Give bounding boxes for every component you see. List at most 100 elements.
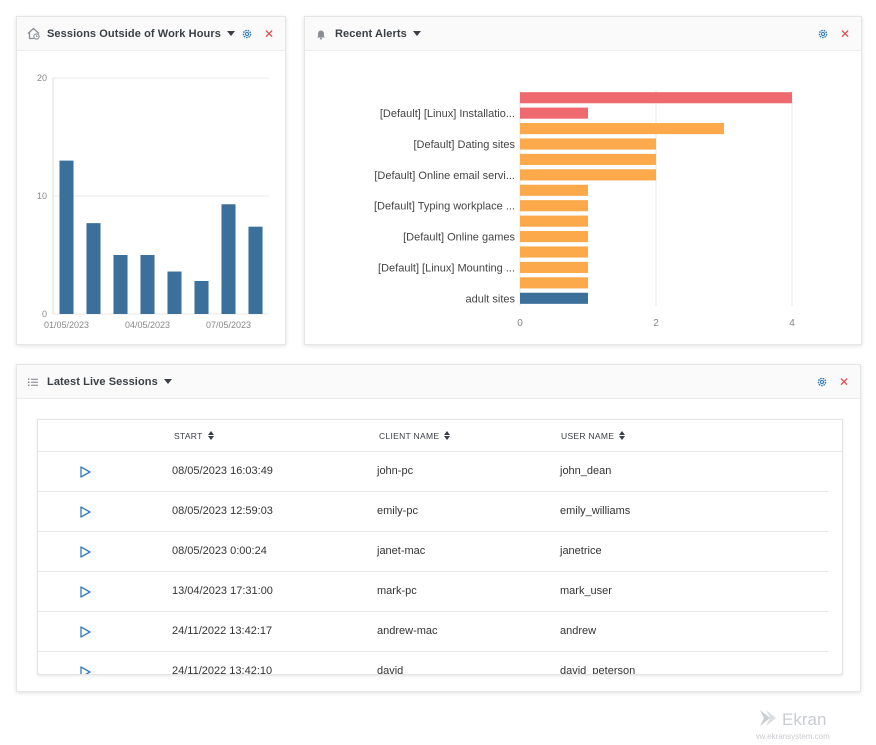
alerts-bar-chart: 0 2 4 [Default] [Linux] Installatio... [Defa… [374, 90, 795, 329]
sort-icon[interactable] [619, 431, 626, 440]
bar[interactable] [520, 169, 656, 181]
logo-site: www.ekransystem.com [756, 732, 830, 741]
sessions-bar-chart: 0 10 20 01/05/2023 04/05/2023 07/05/2023 [37, 73, 269, 330]
logo-text: Ekran [782, 710, 826, 729]
bar[interactable] [520, 277, 588, 289]
latest-live-sessions-panel: Latest Live Sessions ✕ START CLIENT NAME… [16, 364, 861, 692]
cell-user: andrew [560, 625, 597, 637]
cell-client: janet-mac [377, 545, 426, 557]
bar[interactable] [248, 226, 263, 314]
list-icon [25, 374, 41, 390]
x-tick-label: 2 [653, 318, 659, 329]
close-icon[interactable]: ✕ [838, 374, 850, 389]
cell-start: 13/04/2023 17:31:00 [172, 585, 273, 597]
cell-client: david [377, 665, 404, 675]
y-tick-label: adult sites [465, 293, 515, 305]
bar[interactable] [520, 184, 588, 196]
bar[interactable] [520, 138, 656, 150]
sort-icon[interactable] [207, 431, 214, 440]
cell-start: 24/11/2022 13:42:17 [172, 625, 273, 637]
bar[interactable] [140, 255, 155, 314]
bar[interactable] [194, 280, 209, 314]
live-sessions-table: START CLIENT NAME USER NAME 08/05/2023 1… [37, 419, 843, 675]
y-tick-label: [Default] Typing workplace ... [374, 201, 515, 213]
bar[interactable] [520, 215, 588, 227]
table-row[interactable]: 13/04/2023 17:31:00 mark-pc mark_user [38, 572, 828, 612]
sort-icon[interactable] [444, 431, 451, 440]
home-clock-icon [25, 26, 41, 42]
panel-header: Sessions Outside of Work Hours ✕ [17, 17, 285, 51]
play-icon[interactable] [78, 465, 92, 479]
table-row[interactable]: 08/05/2023 12:59:03 emily-pc emily_william… [38, 492, 828, 532]
close-icon[interactable]: ✕ [839, 26, 851, 41]
bar[interactable] [221, 204, 236, 314]
bar[interactable] [59, 160, 74, 314]
chevron-down-icon[interactable] [163, 379, 172, 384]
x-tick-label: 0 [517, 318, 523, 329]
cell-user: emily_williams [560, 505, 631, 517]
sessions-outside-work-hours-panel: Sessions Outside of Work Hours ✕ 0 10 20 01… [16, 16, 286, 345]
y-tick-label: [Default] [Linux] Mounting ... [378, 262, 515, 274]
play-icon[interactable] [78, 665, 92, 675]
bell-icon [313, 26, 329, 42]
bar[interactable] [520, 246, 588, 258]
gear-icon[interactable] [814, 374, 830, 390]
column-header-client-name[interactable]: CLIENT NAME [379, 430, 451, 441]
y-tick-label: 10 [37, 191, 47, 201]
panel-header: Latest Live Sessions ✕ [17, 365, 860, 399]
table-row[interactable]: 24/11/2022 13:42:10 david david_peterson [38, 652, 828, 675]
cell-user: david_peterson [560, 665, 636, 675]
play-icon[interactable] [78, 505, 92, 519]
bar[interactable] [520, 231, 588, 243]
panel-header: Recent Alerts ✕ [305, 17, 861, 51]
bar[interactable] [167, 271, 182, 314]
chevron-down-icon[interactable] [226, 31, 235, 36]
cell-client: emily-pc [377, 505, 418, 517]
play-icon[interactable] [78, 545, 92, 559]
x-tick-label: 01/05/2023 [44, 320, 89, 330]
bar[interactable] [520, 261, 588, 273]
bar[interactable] [520, 92, 792, 104]
column-header-label: USER NAME [561, 430, 615, 441]
column-header-label: START [174, 430, 203, 441]
ekran-logo: Ekran www.ekransystem.com [747, 706, 856, 742]
panel-title[interactable]: Recent Alerts [335, 27, 407, 40]
cell-client: john-pc [377, 465, 414, 477]
panel-title[interactable]: Sessions Outside of Work Hours [47, 27, 221, 40]
column-header-start[interactable]: START [174, 431, 214, 441]
x-tick-label: 4 [789, 318, 795, 329]
cell-client: andrew-mac [377, 625, 438, 637]
bar[interactable] [520, 107, 588, 119]
bar[interactable] [113, 255, 128, 314]
bar[interactable] [520, 123, 724, 135]
table-header: START CLIENT NAME USER NAME [38, 420, 842, 452]
cell-user: mark_user [560, 585, 612, 597]
gear-icon[interactable] [239, 26, 255, 42]
column-header-user-name[interactable]: USER NAME [561, 430, 626, 441]
play-icon[interactable] [78, 625, 92, 639]
chevron-down-icon[interactable] [412, 31, 421, 36]
y-tick-label: [Default] Online games [403, 232, 515, 244]
table-row[interactable]: 08/05/2023 0:00:24 janet-mac janetrice [38, 532, 828, 572]
gear-icon[interactable] [815, 26, 831, 42]
cell-start: 08/05/2023 16:03:49 [172, 465, 273, 477]
close-icon[interactable]: ✕ [263, 26, 275, 41]
bar[interactable] [520, 200, 588, 212]
bar[interactable] [520, 292, 588, 304]
bar[interactable] [86, 223, 101, 314]
cell-start: 08/05/2023 12:59:03 [172, 505, 273, 517]
cell-client: mark-pc [377, 585, 417, 597]
column-header-label: CLIENT NAME [379, 430, 440, 441]
bar[interactable] [520, 153, 656, 165]
cell-user: janetrice [560, 545, 602, 557]
y-tick-label: [Default] [Linux] Installatio... [380, 108, 515, 120]
cell-start: 08/05/2023 0:00:24 [172, 545, 267, 557]
cell-start: 24/11/2022 13:42:10 [172, 665, 273, 675]
table-row[interactable]: 08/05/2023 16:03:49 john-pc john_dean [38, 452, 828, 492]
table-row[interactable]: 24/11/2022 13:42:17 andrew-mac andrew [38, 612, 828, 652]
panel-title[interactable]: Latest Live Sessions [47, 375, 158, 388]
play-icon[interactable] [78, 585, 92, 599]
y-tick-label: [Default] Dating sites [414, 139, 516, 151]
recent-alerts-panel: Recent Alerts ✕ 0 2 4 [Default] [Linux] Ins… [304, 16, 862, 345]
y-tick-label: [Default] Online email servi... [374, 170, 515, 182]
